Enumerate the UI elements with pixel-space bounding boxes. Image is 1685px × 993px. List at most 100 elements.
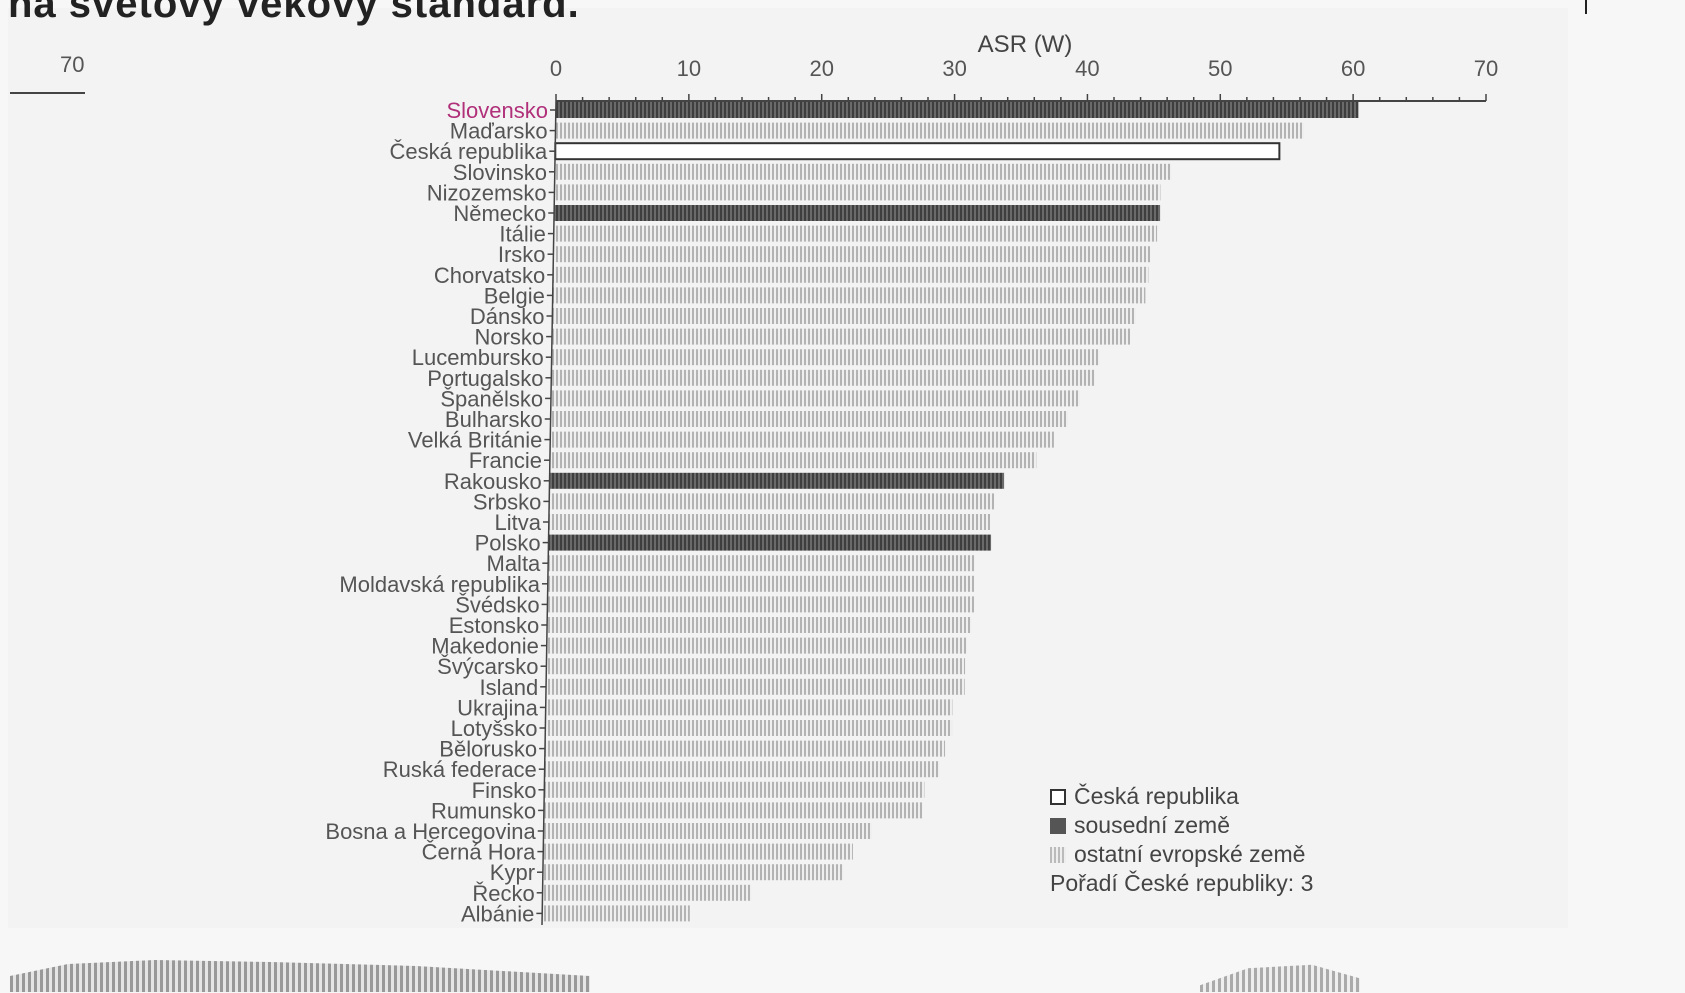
bar-other <box>552 328 1131 345</box>
x-tick-label: 40 <box>1075 56 1099 81</box>
category-label: Německo <box>453 201 546 226</box>
legend-label-other: ostatní evropské země <box>1074 841 1306 867</box>
x-tick-label: 30 <box>942 56 966 81</box>
rank-note-text: Pořadí České republiky: 3 <box>1050 870 1314 896</box>
bar-neighbor <box>556 102 1359 118</box>
bar-other <box>552 287 1146 304</box>
category-label: Norsko <box>474 325 544 350</box>
x-tick-label: 20 <box>809 56 833 81</box>
bar-other <box>545 740 946 757</box>
category-label: Švédsko <box>455 592 539 617</box>
bar-other <box>547 617 972 633</box>
bar-other <box>551 369 1095 386</box>
bar-czech <box>554 142 1281 161</box>
bar-other <box>554 163 1172 180</box>
category-label: Švýcarsko <box>437 654 538 679</box>
bar-other <box>554 184 1161 201</box>
bar-other <box>550 411 1068 427</box>
bar-other <box>553 246 1151 263</box>
category-label: Lucembursko <box>412 345 544 370</box>
legend-swatch-neighbor <box>1050 817 1066 834</box>
category-label: Maďarsko <box>450 119 548 144</box>
category-label: Estonsko <box>449 613 540 638</box>
x-axis-ticks: 0 10 20 30 40 50 60 70 <box>550 56 1498 102</box>
legend: Česká republika sousední země ostatní ev… <box>1050 782 1313 898</box>
left-axis-tick-label: 70 <box>60 52 85 77</box>
category-label: Černá Hora <box>422 840 536 865</box>
category-label: Litva <box>495 510 542 535</box>
bar-other <box>548 555 975 572</box>
category-label: Slovensko <box>446 98 548 123</box>
bar-other <box>550 452 1037 469</box>
legend-swatch-czech <box>1050 788 1066 805</box>
legend-item-neighbor: sousední země <box>1050 811 1313 840</box>
bar-other <box>547 596 975 613</box>
x-tick-label: 70 <box>1474 56 1498 81</box>
category-label: Finsko <box>472 778 537 803</box>
bars <box>542 102 1359 922</box>
x-tick-label: 60 <box>1341 56 1365 81</box>
category-label: Slovinsko <box>453 160 547 185</box>
category-label: Moldavská republika <box>339 572 540 597</box>
category-label: Belgie <box>484 283 545 308</box>
bar-other <box>555 122 1304 139</box>
bar-other <box>551 390 1080 407</box>
bar-other <box>542 884 752 901</box>
bar-other <box>552 308 1136 324</box>
left-axis-line <box>10 92 85 94</box>
category-label: Rakousko <box>444 469 542 494</box>
category-label: Francie <box>469 448 542 473</box>
category-label: Chorvatsko <box>434 263 545 288</box>
category-label: Albánie <box>461 901 534 926</box>
corner-mark <box>1585 0 1587 14</box>
bar-neighbor <box>554 205 1161 221</box>
bar-other <box>545 699 953 716</box>
bar-neighbor <box>548 534 992 551</box>
bar-other <box>543 843 853 860</box>
legend-swatch-other <box>1050 846 1066 863</box>
bar-other <box>544 761 940 778</box>
legend-item-czech: Česká republika <box>1050 782 1313 811</box>
bar-other <box>543 864 844 881</box>
bar-other <box>549 514 991 530</box>
bar-other <box>550 431 1054 448</box>
x-tick-label: 0 <box>550 56 562 81</box>
category-label: Irsko <box>498 242 546 267</box>
category-label: Island <box>479 675 538 700</box>
bar-other <box>547 575 975 592</box>
bar-other <box>553 266 1149 283</box>
x-axis-label: ASR (W) <box>978 31 1073 58</box>
category-label: Dánsko <box>470 304 545 329</box>
bar-other <box>546 658 966 675</box>
category-label: Bulharsko <box>445 407 543 432</box>
category-label: Španělsko <box>440 386 543 411</box>
category-label: Bosna a Hercegovina <box>325 819 536 844</box>
bar-other <box>542 905 690 922</box>
category-label: Řecko <box>472 881 534 906</box>
bar-other <box>553 225 1158 242</box>
legend-label-neighbor: sousední země <box>1074 812 1230 838</box>
bar-neighbor <box>549 472 1005 489</box>
category-label: Ukrajina <box>457 695 538 720</box>
category-label: Itálie <box>499 222 545 247</box>
bar-other <box>551 349 1100 366</box>
category-label: Kypr <box>490 860 535 885</box>
bar-other <box>549 493 995 510</box>
category-label: Malta <box>487 551 542 576</box>
bar-other <box>544 802 923 819</box>
page-heading: na světový věkový standard. <box>8 0 580 26</box>
bar-other <box>546 637 967 654</box>
bar-other <box>546 678 965 695</box>
bar-other <box>545 720 953 736</box>
category-label: Lotyšsko <box>451 716 538 741</box>
category-label: Bělorusko <box>439 737 537 762</box>
bar-other <box>543 823 872 839</box>
legend-label-czech: Česká republika <box>1074 783 1239 809</box>
bar-other <box>544 781 925 798</box>
category-label: Polsko <box>475 531 541 556</box>
category-label: Ruská federace <box>383 757 537 782</box>
y-axis-line <box>541 100 557 926</box>
